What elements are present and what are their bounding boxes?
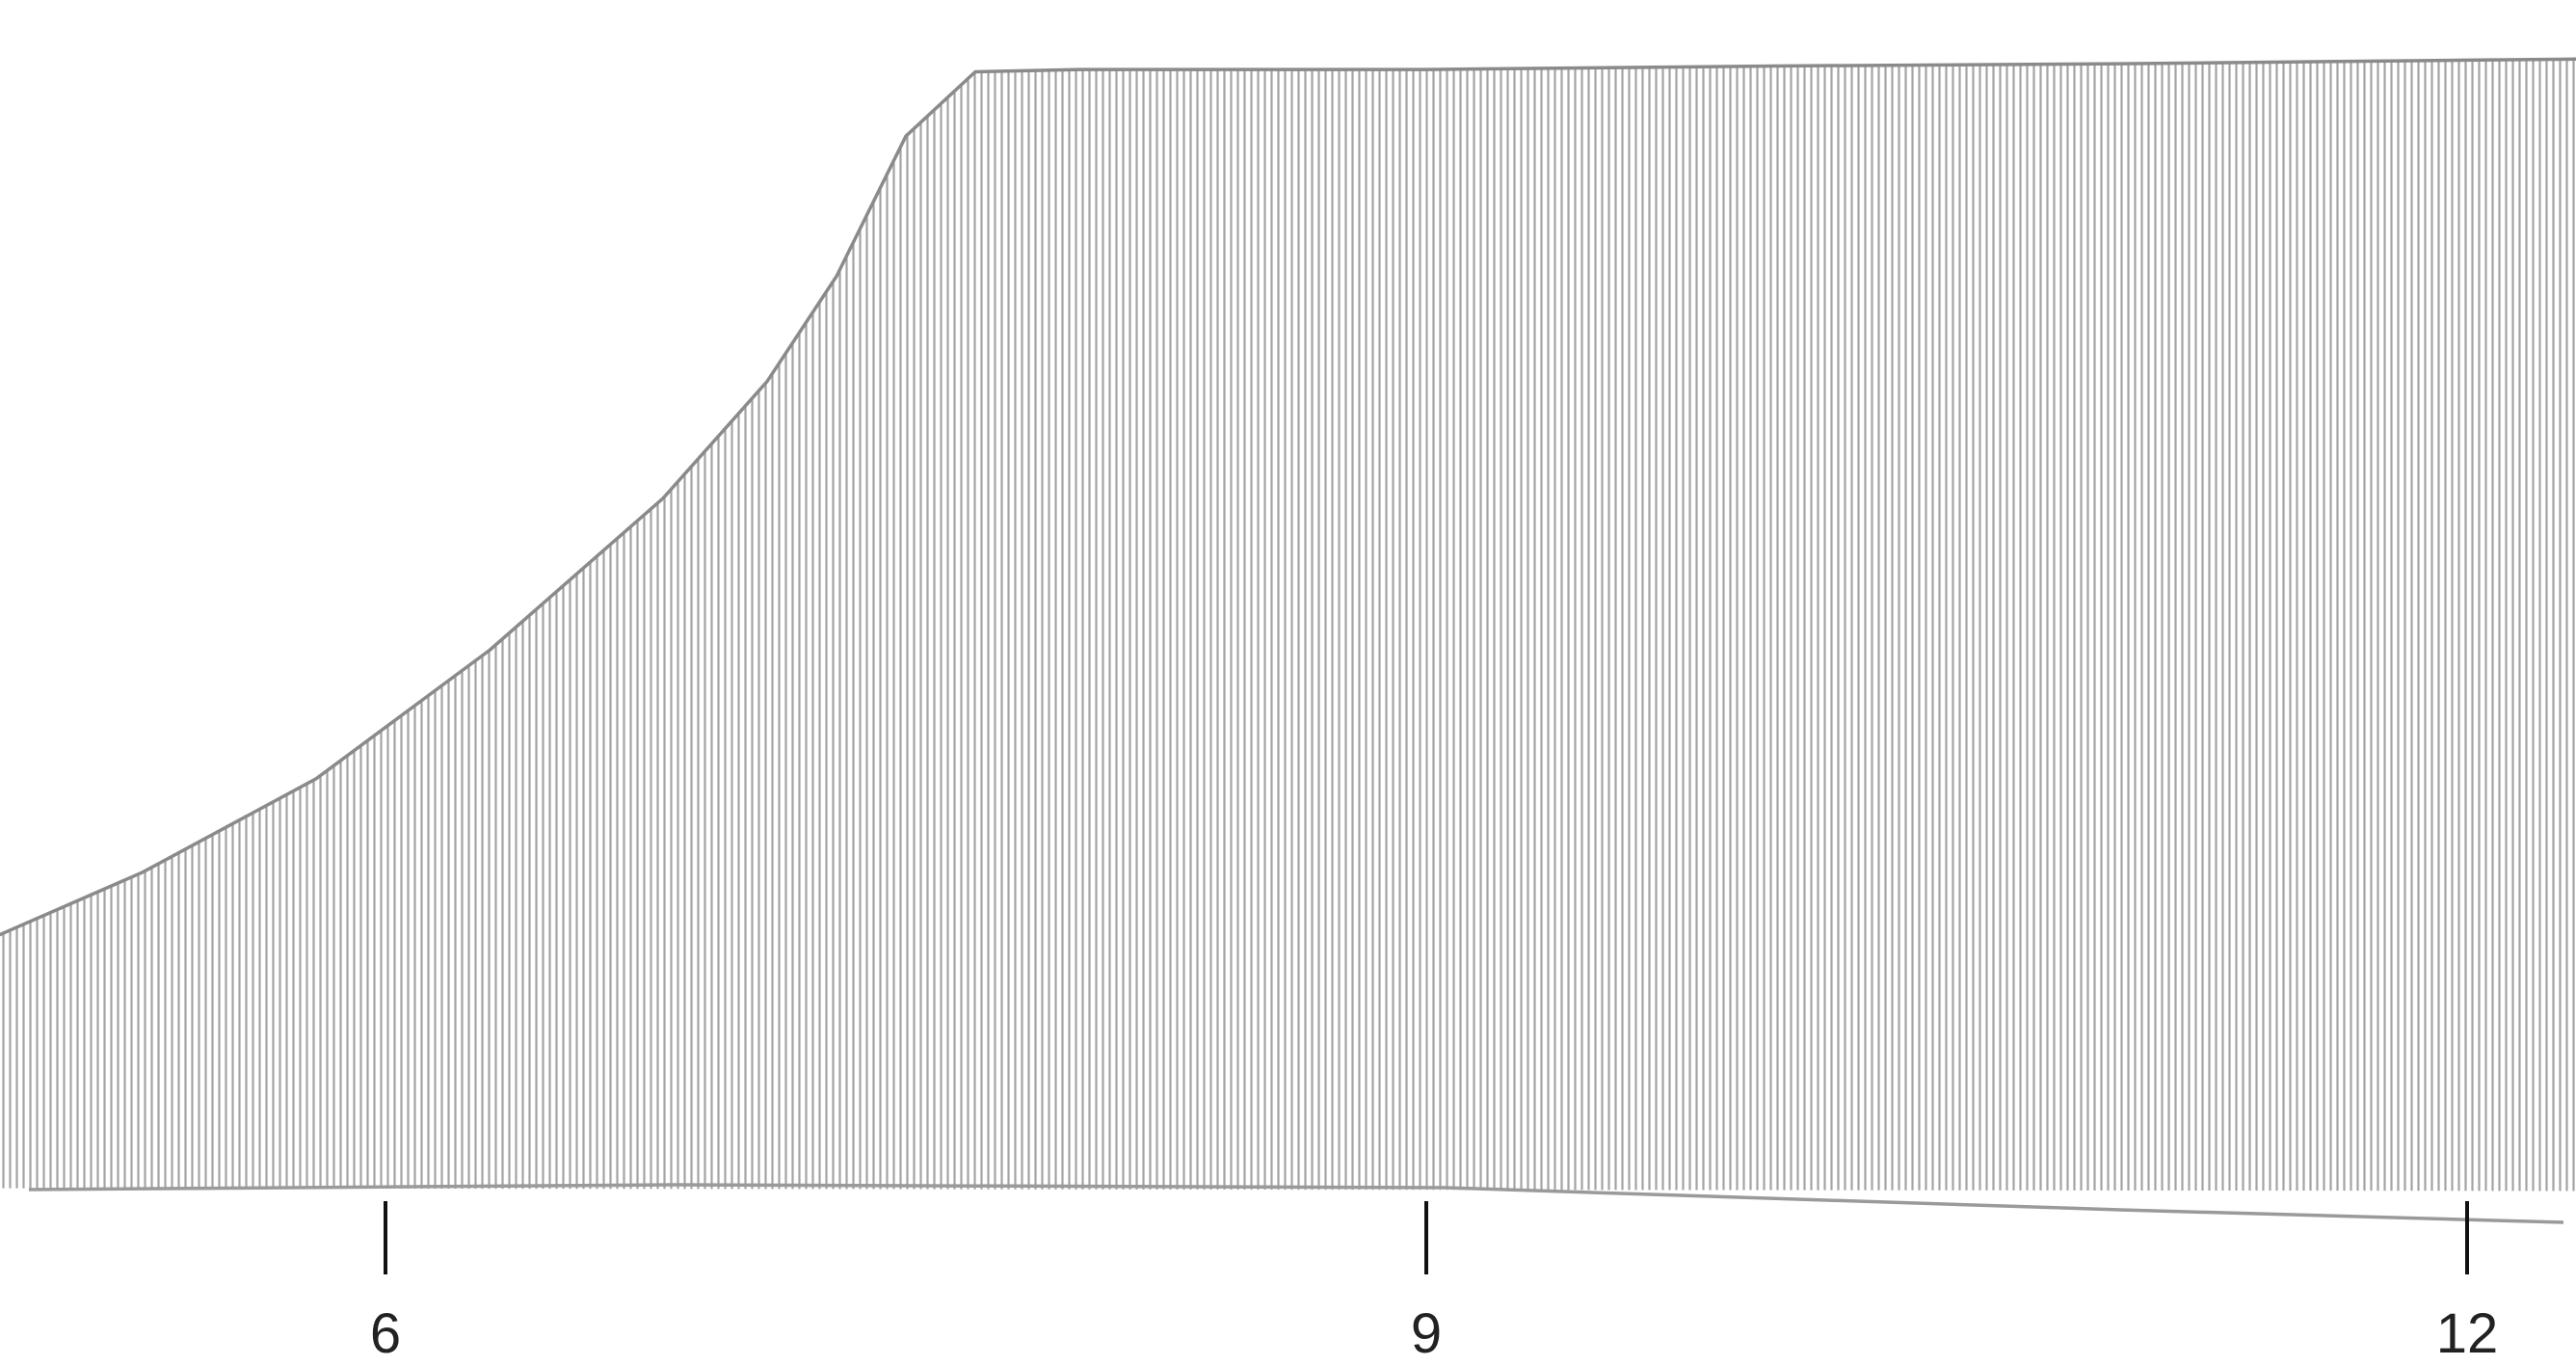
baseline bbox=[28, 1183, 2564, 1224]
x-tick-label-0: 6 bbox=[370, 1302, 401, 1365]
series-layer bbox=[0, 57, 2576, 1192]
x-tick-label-2: 12 bbox=[2436, 1302, 2499, 1365]
x-tick-label-1: 9 bbox=[1411, 1302, 1442, 1365]
x-axis: 69121518u bbox=[28, 1183, 2564, 1365]
series-0-outline bbox=[0, 57, 2576, 937]
series-0-area bbox=[0, 59, 2576, 1192]
